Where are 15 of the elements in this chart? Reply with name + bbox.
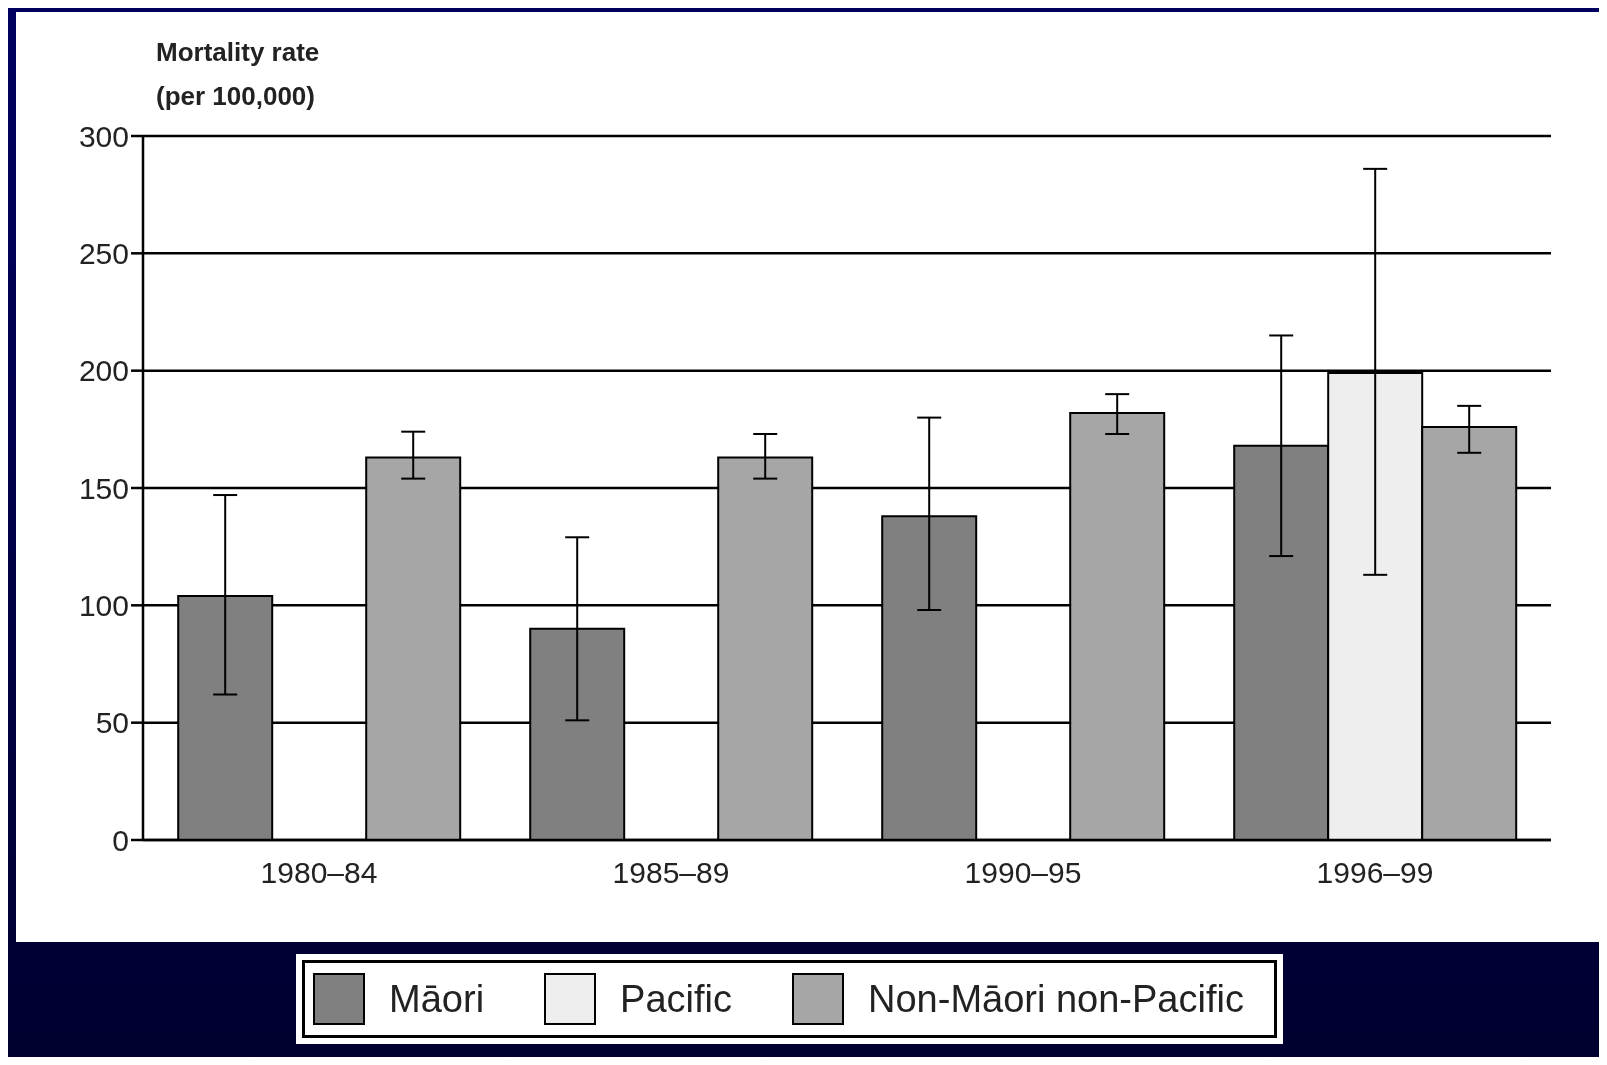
y-tick-label: 100 (78, 588, 129, 622)
x-tick-label: 1990–95 (964, 856, 1082, 890)
x-tick-label: 1985–89 (612, 856, 730, 890)
y-tick-label: 0 (112, 823, 129, 857)
legend-label: Pacific (620, 977, 733, 1021)
y-tick-label: 150 (78, 471, 129, 505)
y-tick-label: 300 (78, 119, 129, 153)
x-tick-label: 1996–99 (1316, 856, 1434, 890)
x-tick-label: 1980–84 (260, 856, 378, 890)
y-axis-title: Mortality rate (per 100,000) (156, 36, 321, 113)
y-tick-label: 50 (95, 706, 129, 740)
y-tick-label: 250 (78, 236, 129, 270)
legend-label: Non-Māori non-Pacific (868, 977, 1244, 1021)
legend-label: Māori (389, 977, 485, 1021)
y-tick-label: 200 (78, 354, 129, 388)
